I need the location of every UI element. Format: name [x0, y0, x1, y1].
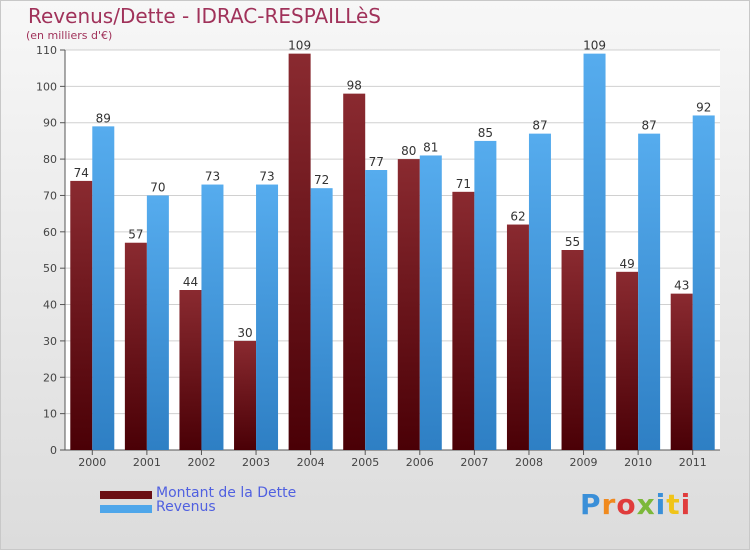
plot-area — [65, 50, 720, 450]
data-label-revenus: 85 — [478, 126, 493, 140]
bar-revenus — [365, 170, 388, 450]
y-tick-label: 80 — [43, 153, 57, 166]
bar-revenus — [474, 140, 497, 450]
bar-revenus — [256, 184, 279, 450]
bar-dette — [616, 271, 639, 450]
bar-dette — [343, 93, 366, 451]
bar-revenus — [92, 126, 115, 450]
data-label-dette: 55 — [565, 235, 580, 249]
x-tick-label: 2007 — [460, 456, 488, 469]
x-tick-label: 2002 — [187, 456, 215, 469]
bar-dette — [288, 53, 311, 451]
data-label-revenus: 109 — [583, 39, 606, 53]
bar-dette — [670, 293, 693, 450]
legend-label-dette: Montant de la Dette — [156, 485, 297, 501]
legend-swatch-revenus — [100, 505, 152, 513]
proxiti-logo: Proxiti — [580, 488, 692, 521]
x-tick-label: 2011 — [679, 456, 707, 469]
bar-dette — [397, 159, 420, 450]
data-label-revenus: 73 — [205, 170, 220, 184]
bar-dette — [452, 191, 475, 450]
bar-revenus — [146, 195, 169, 450]
x-tick-label: 2008 — [515, 456, 543, 469]
bar-revenus — [419, 155, 442, 451]
legend-label-revenus: Revenus — [156, 499, 216, 515]
data-label-dette: 57 — [128, 228, 143, 242]
chart-subtitle: (en milliers d'€) — [26, 29, 113, 42]
y-tick-label: 30 — [43, 335, 57, 348]
bar-dette — [179, 290, 202, 450]
x-tick-label: 2001 — [133, 456, 161, 469]
legend-swatch-dette — [100, 491, 152, 499]
bar-dette — [124, 242, 147, 450]
data-label-dette: 49 — [619, 257, 634, 271]
x-tick-label: 2006 — [406, 456, 434, 469]
data-label-dette: 43 — [674, 279, 689, 293]
data-label-dette: 80 — [401, 144, 416, 158]
x-tick-label: 2010 — [624, 456, 652, 469]
data-label-revenus: 81 — [423, 140, 438, 154]
data-label-revenus: 92 — [696, 100, 711, 114]
data-label-dette: 109 — [288, 39, 311, 53]
data-label-dette: 44 — [183, 275, 198, 289]
y-tick-label: 0 — [50, 444, 57, 457]
chart-title: Revenus/Dette - IDRAC-RESPAILLèS — [28, 4, 381, 28]
bar-dette — [234, 340, 257, 450]
data-label-revenus: 72 — [314, 173, 329, 187]
data-label-revenus: 70 — [150, 180, 165, 194]
y-tick-label: 60 — [43, 226, 57, 239]
x-tick-label: 2004 — [297, 456, 325, 469]
data-label-dette: 30 — [237, 326, 252, 340]
data-label-revenus: 73 — [259, 170, 274, 184]
x-tick-label: 2009 — [570, 456, 598, 469]
bar-dette — [70, 180, 93, 450]
x-tick-label: 2005 — [351, 456, 379, 469]
y-tick-label: 50 — [43, 262, 57, 275]
data-label-dette: 62 — [510, 210, 525, 224]
data-label-dette: 71 — [456, 177, 471, 191]
y-tick-label: 40 — [43, 299, 57, 312]
data-label-dette: 98 — [347, 79, 362, 93]
x-tick-label: 2000 — [78, 456, 106, 469]
bar-revenus — [638, 133, 661, 451]
bar-revenus — [201, 184, 224, 450]
data-label-revenus: 77 — [369, 155, 384, 169]
bar-revenus — [310, 188, 333, 450]
x-tick-label: 2003 — [242, 456, 270, 469]
y-tick-label: 110 — [36, 44, 57, 57]
y-tick-label: 20 — [43, 371, 57, 384]
bar-revenus — [528, 133, 551, 451]
y-tick-label: 10 — [43, 408, 57, 421]
bar-dette — [561, 250, 584, 450]
data-label-revenus: 87 — [532, 119, 547, 133]
bar-dette — [506, 224, 529, 450]
data-label-revenus: 89 — [96, 111, 111, 125]
data-label-dette: 74 — [74, 166, 89, 180]
bar-revenus — [583, 53, 606, 451]
bar-revenus — [692, 115, 715, 451]
y-tick-label: 90 — [43, 117, 57, 130]
y-tick-label: 70 — [43, 189, 57, 202]
y-tick-label: 100 — [36, 80, 57, 93]
data-label-revenus: 87 — [641, 119, 656, 133]
